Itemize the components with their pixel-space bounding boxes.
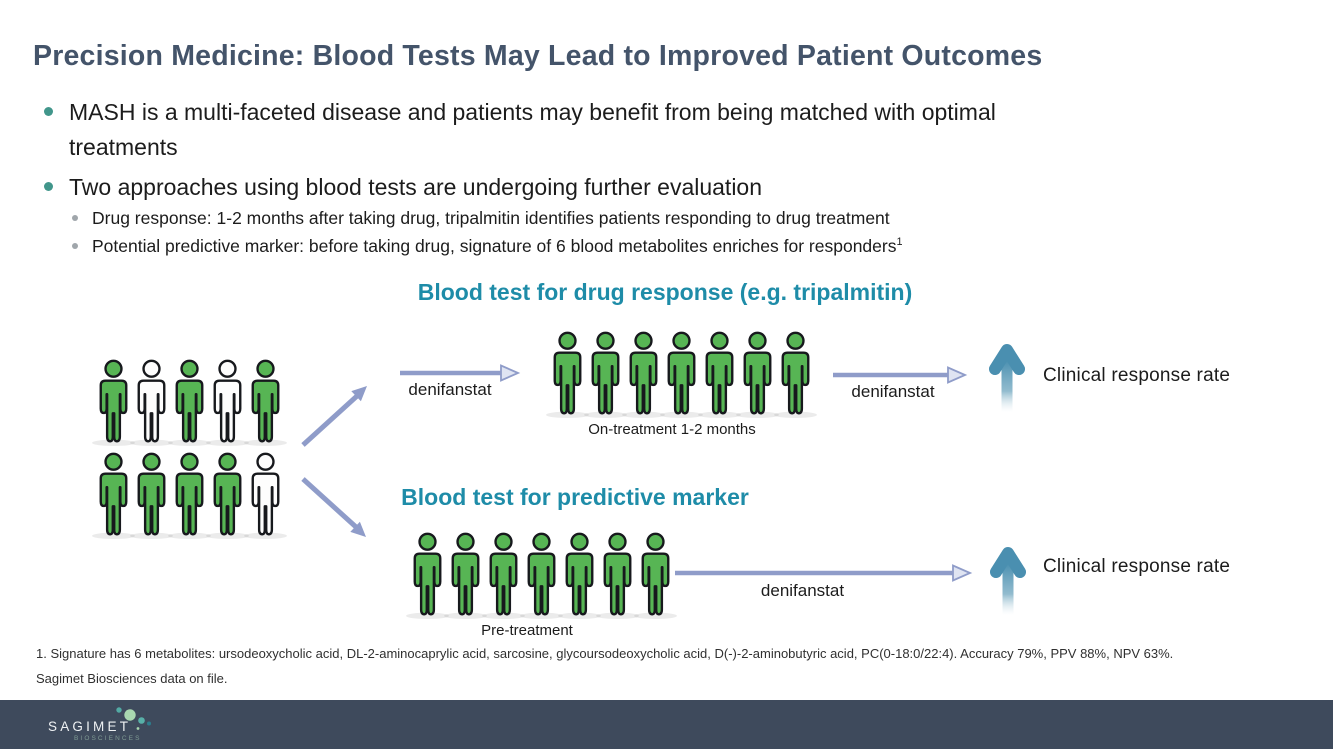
bullet-1-text: MASH is a multi-faceted disease and pati… — [69, 99, 996, 160]
person-icon-green — [202, 452, 253, 540]
heading-drug-response: Blood test for drug response (e.g. tripa… — [417, 279, 913, 305]
sub-bullet-dot — [72, 215, 78, 221]
person-icon-green — [164, 452, 215, 540]
split-arrow-up — [301, 386, 367, 447]
cohort-baseline-row-1 — [88, 359, 288, 447]
footer-bar: SAGIMET BIOSCIENCES October 2025 27 — [0, 700, 1333, 749]
person-icon-green — [240, 359, 291, 447]
footnote-2: Sagimet Biosciences data on file. — [36, 671, 228, 686]
person-icon-green — [554, 532, 605, 620]
bullet-1: MASH is a multi-faceted disease and pati… — [44, 95, 1124, 164]
person-icon-green — [618, 331, 669, 419]
person-icon-green — [478, 532, 529, 620]
person-icon-green — [126, 452, 177, 540]
person-icon-white — [202, 359, 253, 447]
split-arrow-down — [301, 477, 366, 537]
person-icon-green — [542, 331, 593, 419]
clinical-response-rate-bottom: Clinical response rate — [1043, 556, 1231, 577]
sagimet-logo: SAGIMET BIOSCIENCES — [48, 700, 198, 749]
person-icon-green — [516, 532, 567, 620]
person-icon-white — [126, 359, 177, 447]
sub-bullet-2: Potential predictive marker: before taki… — [72, 235, 1172, 258]
bullet-dot — [44, 107, 53, 116]
person-icon-green — [770, 331, 821, 419]
person-icon-green — [88, 359, 139, 447]
denifanstat-label-1: denifanstat — [408, 380, 492, 399]
footnote-ref: 1 — [896, 236, 903, 249]
increase-arrow-top — [989, 344, 1025, 412]
person-icon-green — [440, 532, 491, 620]
logo-dots-icon — [116, 707, 151, 730]
person-icon-green — [656, 331, 707, 419]
person-icon-white — [240, 452, 291, 540]
denifanstat-label-3: denifanstat — [760, 581, 845, 600]
person-icon-green — [694, 331, 745, 419]
denifanstat-arrow-2 — [833, 366, 968, 384]
sub-bullet-1-text: Drug response: 1-2 months after taking d… — [92, 208, 890, 228]
cohort-on-treatment — [542, 331, 818, 419]
denifanstat-arrow-3 — [675, 564, 973, 582]
slide-title: Precision Medicine: Blood Tests May Lead… — [33, 40, 1043, 72]
bullet-dot — [44, 182, 53, 191]
on-treatment-label: On-treatment 1-2 months — [588, 421, 756, 438]
person-icon-green — [592, 532, 643, 620]
person-icon-green — [732, 331, 783, 419]
logo-wordmark: SAGIMET — [48, 719, 132, 734]
bullet-2: Two approaches using blood tests are und… — [44, 170, 1124, 205]
pre-treatment-label: Pre-treatment — [481, 622, 573, 639]
person-icon-green — [88, 452, 139, 540]
bullet-2-text: Two approaches using blood tests are und… — [69, 174, 763, 200]
heading-predictive-marker: Blood test for predictive marker — [401, 484, 749, 510]
person-icon-green — [164, 359, 215, 447]
sub-bullet-dot — [72, 243, 78, 249]
denifanstat-label-2: denifanstat — [851, 382, 935, 401]
sub-bullet-2-text: Potential predictive marker: before taki… — [92, 236, 903, 256]
footnote-1: 1. Signature has 6 metabolites: ursodeox… — [36, 646, 1174, 661]
person-icon-green — [630, 532, 681, 620]
clinical-response-rate-top: Clinical response rate — [1043, 365, 1231, 386]
person-icon-green — [580, 331, 631, 419]
increase-arrow-bottom — [990, 547, 1026, 615]
cohort-pre-treatment — [402, 532, 678, 620]
sub-bullet-1: Drug response: 1-2 months after taking d… — [72, 207, 1172, 230]
logo-subtext: BIOSCIENCES — [74, 735, 142, 742]
cohort-baseline-row-2 — [88, 452, 288, 540]
person-icon-green — [402, 532, 453, 620]
denifanstat-arrow-1 — [400, 364, 521, 382]
